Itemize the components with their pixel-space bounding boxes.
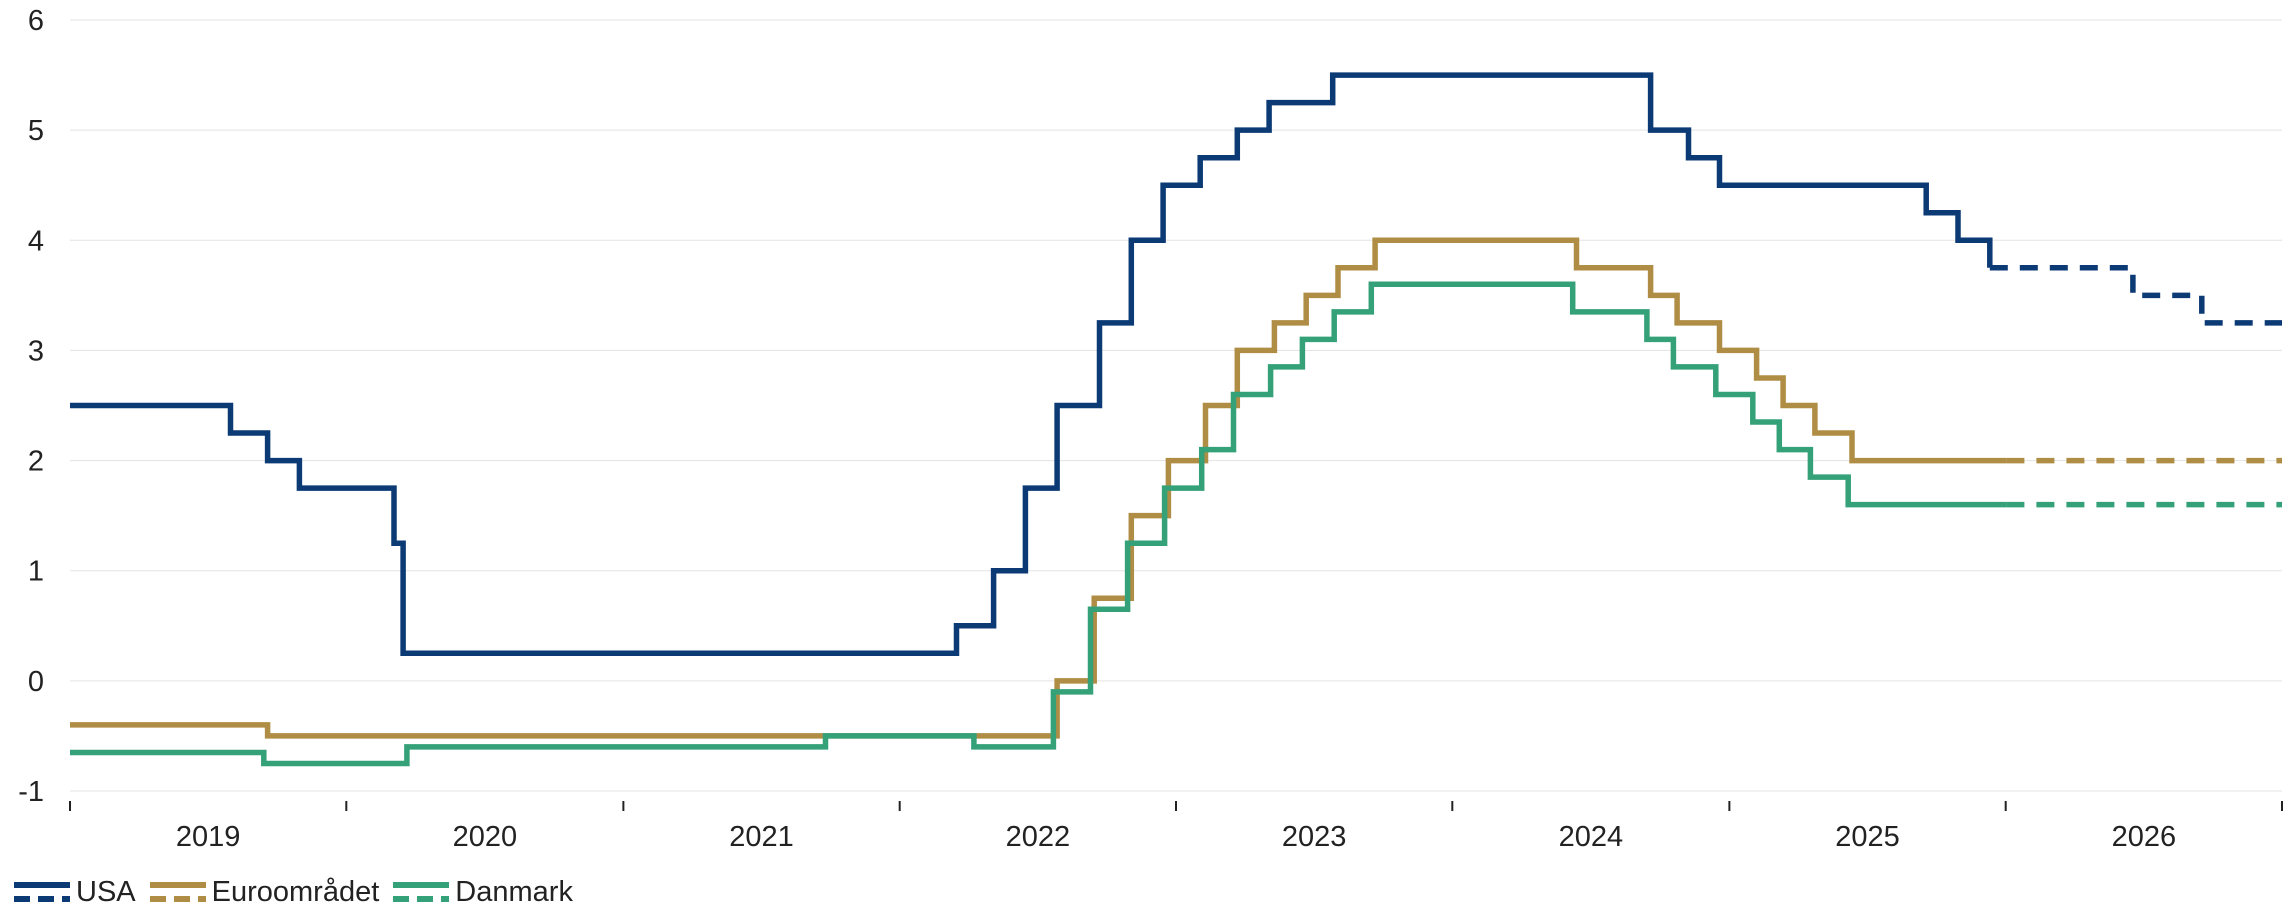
series-forecast-usa (1989, 265, 2282, 326)
legend-label-usa: USA (76, 875, 136, 908)
legend-item-euroomradet: Euroområdet (149, 875, 380, 909)
y-tick-label: 1 (28, 556, 44, 588)
legend-swatch-usa (14, 880, 70, 904)
grid (70, 19, 2282, 792)
legend: USA Euroområdet Danmark (14, 872, 587, 912)
legend-label-euroomradet: Euroområdet (211, 875, 380, 908)
y-tick-label: -1 (18, 776, 44, 808)
y-axis: -1 0 1 2 3 4 5 6 (18, 5, 44, 808)
legend-item-danmark: Danmark (393, 876, 573, 909)
x-tick-label: 2021 (729, 821, 794, 853)
x-tick-label: 2023 (1282, 821, 1347, 853)
y-tick-label: 3 (28, 335, 44, 367)
legend-label-danmark: Danmark (455, 875, 573, 908)
x-tick-label: 2020 (453, 821, 518, 853)
x-tick-label: 2019 (176, 821, 241, 853)
series-line-euroomradet (70, 237, 2007, 739)
y-tick-label: 5 (28, 115, 44, 147)
x-tick-label: 2024 (1559, 821, 1624, 853)
x-tick-label: 2025 (1835, 821, 1900, 853)
y-tick-label: 4 (28, 225, 44, 257)
legend-swatch-euroomradet (149, 880, 206, 904)
x-tick-label: 2022 (1006, 821, 1071, 853)
y-tick-label: 2 (28, 446, 44, 478)
series-line-danmark (70, 281, 2007, 767)
y-tick-label: 6 (28, 5, 44, 37)
series-layer (70, 72, 2282, 767)
series-line-usa (70, 72, 1993, 657)
x-tick-label: 2026 (2112, 821, 2177, 853)
y-tick-label: 0 (28, 666, 44, 698)
legend-swatch-danmark (393, 880, 450, 904)
x-axis: 2019 2020 2021 2022 2023 2024 2025 2026 (69, 801, 2283, 853)
legend-item-usa: USA (14, 876, 136, 909)
